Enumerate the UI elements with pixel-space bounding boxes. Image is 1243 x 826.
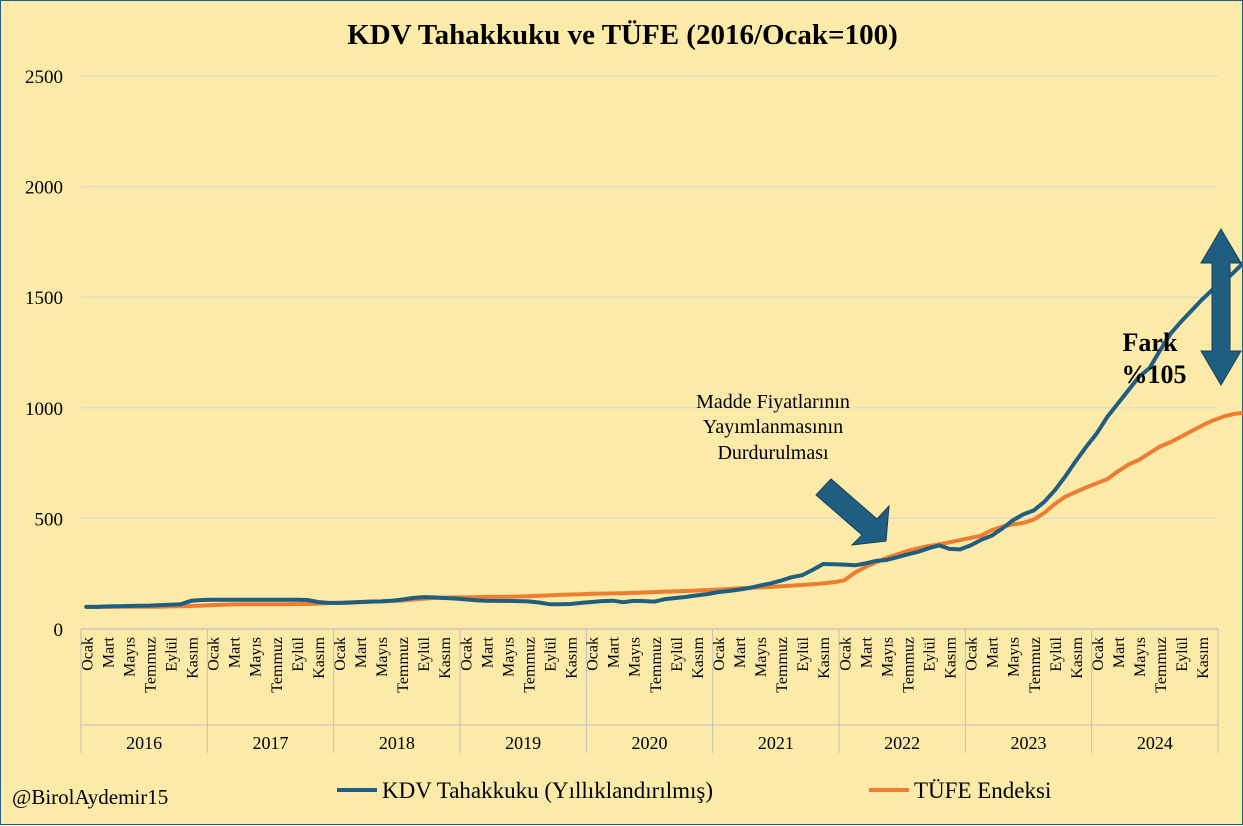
month-tick-label: Mart [606,636,623,668]
month-tick-label: Mayıs [500,637,517,677]
month-tick-label: Eylül [290,636,307,671]
month-tick-label: Mayıs [121,637,138,677]
month-tick-label: Mayıs [627,637,644,677]
legend-label: KDV Tahakkuku (Yıllıklandırılmış) [382,778,713,803]
month-tick-label: Kasım [690,636,707,678]
month-tick-label: Kasım [564,636,581,678]
month-tick-label: Mart [353,636,370,668]
month-tick-label: Ocak [1090,637,1107,671]
month-tick-label: Kasım [185,636,202,678]
month-tick-label: Eylül [542,636,559,671]
month-tick-label: Kasım [943,636,960,678]
month-tick-label: Temmuz [142,637,159,693]
gap-label-line: Fark [1123,328,1178,357]
legend-label: TÜFE Endeksi [914,778,1051,803]
month-tick-label: Ocak [79,637,96,671]
month-tick-label: Ocak [206,637,223,671]
month-tick-label: Ocak [964,637,981,671]
year-label: 2022 [884,733,920,753]
month-tick-label: Mart [732,636,749,668]
year-label: 2023 [1011,733,1047,753]
gap-label-line: %105 [1122,360,1187,389]
event-annotation-line: Yayımlanmasının [703,416,843,438]
year-label: 2020 [632,733,668,753]
y-tick-label: 1500 [25,288,63,309]
year-label: 2024 [1137,733,1173,753]
year-label: 2017 [253,733,289,753]
y-tick-label: 500 [35,509,64,530]
month-tick-label: Mayıs [1132,637,1149,677]
month-tick-label: Temmuz [395,637,412,693]
month-tick-label: Mayıs [879,637,896,677]
month-tick-label: Ocak [332,637,349,671]
month-tick-label: Ocak [585,637,602,671]
month-tick-label: Kasım [437,636,454,678]
month-tick-label: Eylül [1048,636,1065,671]
event-arrow [815,478,890,546]
month-tick-label: Mayıs [753,637,770,677]
month-tick-label: Mart [479,636,496,668]
y-tick-label: 2000 [25,178,63,199]
y-tick-label: 1000 [25,399,63,420]
month-tick-label: Eylül [669,636,686,671]
month-tick-label: Temmuz [900,637,917,693]
month-tick-label: Mayıs [374,637,391,677]
year-label: 2016 [126,733,162,753]
month-tick-label: Mart [1111,636,1128,668]
month-tick-label: Temmuz [521,637,538,693]
month-tick-label: Eylül [163,636,180,671]
month-tick-label: Eylül [795,636,812,671]
legend: KDV Tahakkuku (Yıllıklandırılmış) TÜFE En… [337,778,1051,803]
month-tick-label: Temmuz [1027,637,1044,693]
month-tick-label: Mart [858,636,875,668]
event-annotation-line: Madde Fiyatlarının [696,391,850,413]
series-layer [84,260,1243,609]
month-tick-label: Ocak [837,637,854,671]
month-tick-label: Eylül [921,636,938,671]
month-tick-label: Mart [227,636,244,668]
year-label: 2018 [379,733,415,753]
month-tick-label: Kasım [816,636,833,678]
gap-arrow [1200,228,1242,386]
month-tick-label: Eylül [1174,636,1191,671]
month-tick-label: Temmuz [269,637,286,693]
year-label: 2021 [758,733,794,753]
credit-text: @BirolAydemir15 [12,785,169,809]
chart-title: KDV Tahakkuku ve TÜFE (2016/Ocak=100) [347,19,898,51]
event-annotation-line: Durdurulması [717,442,829,464]
month-tick-label: Kasım [1069,636,1086,678]
month-tick-label: Temmuz [774,637,791,693]
year-label: 2019 [505,733,541,753]
month-tick-label: Temmuz [1153,637,1170,693]
grid-lines [81,75,1218,520]
month-tick-label: Ocak [458,637,475,671]
y-tick-label: 0 [54,620,64,641]
month-tick-label: Kasım [311,636,328,678]
month-tick-label: Mayıs [248,637,265,677]
month-tick-label: Temmuz [648,637,665,693]
y-tick-label: 2500 [25,67,63,88]
month-tick-label: Eylül [416,636,433,671]
month-tick-label: Mart [100,636,117,668]
series-line [84,410,1243,609]
month-tick-label: Mayıs [1006,637,1023,677]
month-tick-label: Kasım [1195,636,1212,678]
month-tick-label: Ocak [711,637,728,671]
month-tick-label: Mart [985,636,1002,668]
annotations: Madde Fiyatlarının Yayımlanmasının Durduru… [696,228,1242,546]
series-line [84,260,1243,609]
